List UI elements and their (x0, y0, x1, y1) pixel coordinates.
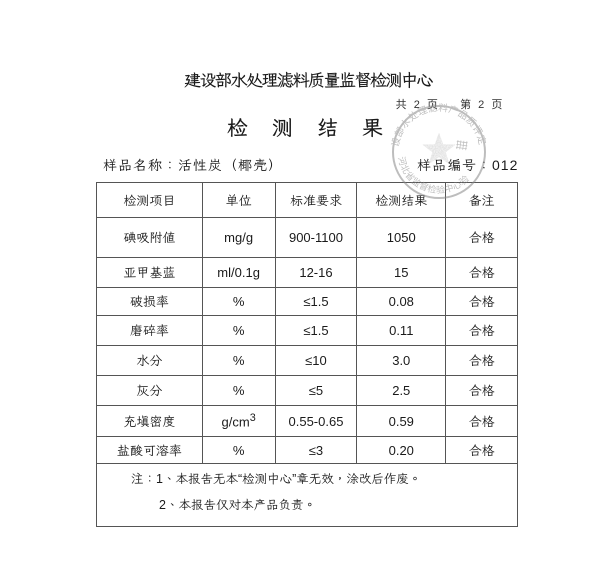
svg-text:河北省监督检验中心验: 河北省监督检验中心验 (396, 155, 471, 195)
